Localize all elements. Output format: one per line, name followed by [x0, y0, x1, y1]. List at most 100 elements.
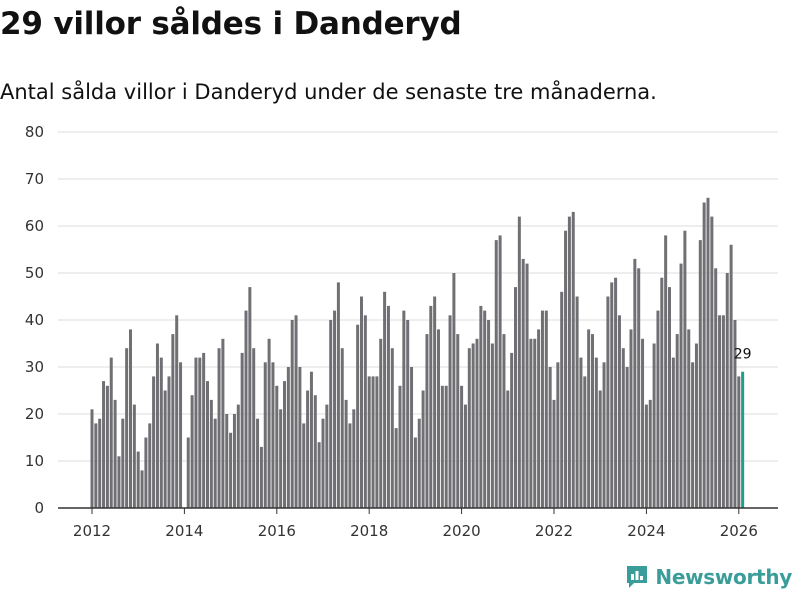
- bar: [386, 305, 390, 508]
- bar: [371, 376, 375, 508]
- bar: [325, 404, 329, 508]
- bar: [710, 216, 714, 508]
- bar: [698, 240, 702, 508]
- bar: [321, 418, 325, 508]
- x-tick-label: 2016: [258, 522, 296, 540]
- bar: [721, 315, 725, 508]
- bar: [379, 338, 383, 508]
- bar: [702, 202, 706, 508]
- bar: [594, 357, 598, 508]
- bar: [252, 348, 256, 508]
- bar: [117, 456, 121, 508]
- bar: [706, 197, 710, 509]
- bar: [614, 277, 618, 508]
- bar: [556, 362, 560, 508]
- chart-subtitle: Antal sålda villor i Danderyd under de s…: [0, 80, 657, 104]
- newsworthy-logo: Newsworthy: [625, 564, 792, 590]
- bar: [471, 343, 475, 508]
- bar: [140, 470, 144, 508]
- chart-title: 29 villor såldes i Danderyd: [0, 6, 462, 42]
- bar: [644, 404, 648, 508]
- bar: [390, 348, 394, 508]
- bar: [525, 263, 529, 508]
- bar: [302, 423, 306, 508]
- bar: [521, 258, 525, 508]
- bar: [648, 399, 652, 508]
- bar: [490, 343, 494, 508]
- bar: [575, 296, 579, 508]
- bar: [691, 362, 695, 508]
- bar: [633, 258, 637, 508]
- bar: [656, 310, 660, 508]
- bar: [610, 282, 614, 508]
- bar: [567, 216, 571, 508]
- bar: [679, 263, 683, 508]
- bar: [360, 296, 363, 508]
- bar: [283, 381, 286, 508]
- bar: [290, 320, 294, 508]
- bar: [190, 395, 194, 508]
- bar: [602, 362, 606, 508]
- x-axis: 2012 2014 2016 2018 2020 2022 2024 2026: [58, 507, 778, 540]
- bar: [718, 315, 722, 508]
- bar: [129, 329, 132, 508]
- bar: [179, 362, 183, 508]
- bar: [544, 310, 548, 508]
- bar: [579, 357, 583, 508]
- bar: [467, 348, 471, 508]
- bar: [456, 334, 460, 508]
- y-tick-label: 70: [25, 170, 44, 188]
- bar: [221, 338, 225, 508]
- bar: [275, 385, 279, 508]
- y-tick-label: 0: [34, 499, 44, 517]
- bar: [294, 315, 298, 508]
- bar: [475, 338, 479, 508]
- x-tick-label: 2024: [627, 522, 665, 540]
- bar: [429, 305, 433, 508]
- bar: [514, 287, 517, 508]
- bar: [336, 282, 340, 508]
- bar: [352, 409, 356, 508]
- bar: [398, 385, 402, 508]
- x-tick-label: 2022: [535, 522, 573, 540]
- bar: [90, 409, 94, 508]
- bar: [344, 399, 348, 508]
- y-tick-label: 60: [25, 217, 44, 235]
- bar: [236, 404, 240, 508]
- y-tick-label: 20: [25, 405, 44, 423]
- bar: [217, 348, 221, 508]
- bar: [463, 404, 467, 508]
- bar: [460, 385, 464, 508]
- bar: [617, 315, 621, 508]
- x-tick-label: 2012: [73, 522, 111, 540]
- latest-value-label: 29: [734, 347, 752, 363]
- bar: [363, 315, 367, 508]
- brand-name: Newsworthy: [655, 565, 792, 589]
- bar: [105, 385, 109, 508]
- bar: [125, 348, 129, 508]
- bar: [668, 287, 671, 508]
- y-tick-label: 50: [25, 264, 44, 282]
- bar: [683, 230, 687, 508]
- bar: [136, 451, 140, 508]
- bar: [356, 324, 360, 508]
- bar: [248, 287, 252, 508]
- y-tick-label: 40: [25, 311, 44, 329]
- bar: [383, 291, 387, 508]
- bar: [313, 395, 317, 508]
- bar: [533, 338, 537, 508]
- bar: [244, 310, 248, 508]
- x-tick-label: 2020: [443, 522, 481, 540]
- bar: [733, 320, 737, 508]
- bar: [433, 296, 437, 508]
- bar: [571, 211, 575, 508]
- bar: [421, 390, 425, 508]
- bar: [560, 291, 564, 508]
- bar: [206, 381, 209, 508]
- bar: [494, 240, 498, 508]
- bar: [144, 437, 148, 508]
- bar: [598, 390, 602, 508]
- bars: [90, 197, 745, 509]
- bar: [517, 216, 521, 508]
